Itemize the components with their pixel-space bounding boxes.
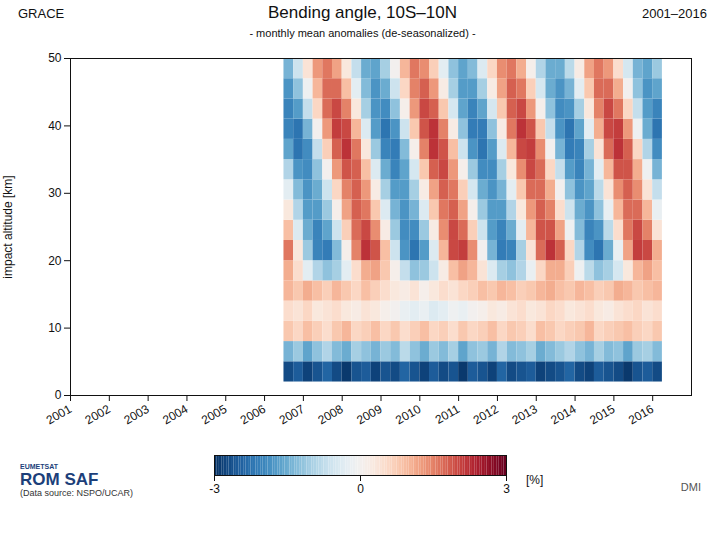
svg-text:2009: 2009	[354, 402, 384, 428]
html-text:EUMETSAT: EUMETSAT	[20, 463, 58, 470]
html-text:DMI: DMI	[680, 481, 701, 493]
html-text:- monthly mean anomalies (de-s: - monthly mean anomalies (de-seasonalize…	[249, 27, 476, 39]
html-text:(Data source: NSPO/UCAR): (Data source: NSPO/UCAR)	[20, 488, 133, 499]
svg-text:2014: 2014	[548, 402, 578, 428]
svg-text:2007: 2007	[277, 402, 307, 428]
svg-text:10: 10	[48, 321, 62, 335]
html-text:ROM SAF: ROM SAF	[20, 469, 99, 489]
svg-text:0: 0	[357, 482, 364, 496]
html-text:GRACE: GRACE	[18, 6, 65, 21]
svg-text:impact altitude [km]: impact altitude [km]	[1, 175, 15, 278]
svg-text:2015: 2015	[587, 402, 617, 428]
svg-text:2013: 2013	[510, 402, 540, 428]
svg-text:2010: 2010	[393, 402, 423, 428]
svg-text:2016: 2016	[626, 402, 656, 428]
html-text:2001–2016: 2001–2016	[641, 6, 707, 21]
svg-text:2005: 2005	[199, 402, 229, 428]
html-text:Bending angle, 10S–10N: Bending angle, 10S–10N	[268, 3, 457, 22]
svg-text:3: 3	[503, 482, 510, 496]
svg-text:2002: 2002	[83, 402, 113, 428]
svg-text:30: 30	[48, 186, 62, 200]
svg-text:2006: 2006	[238, 402, 268, 428]
svg-text:2012: 2012	[471, 402, 501, 428]
svg-text:2004: 2004	[160, 402, 190, 428]
svg-text:0: 0	[55, 388, 62, 402]
svg-text:20: 20	[48, 254, 62, 268]
svg-text:2008: 2008	[315, 402, 345, 428]
svg-text:2011: 2011	[433, 402, 463, 427]
svg-text:2001: 2001	[44, 402, 74, 428]
svg-text:2003: 2003	[121, 402, 151, 428]
svg-text:50: 50	[48, 51, 62, 65]
svg-text:40: 40	[48, 119, 62, 133]
svg-text:-3: -3	[209, 482, 220, 496]
